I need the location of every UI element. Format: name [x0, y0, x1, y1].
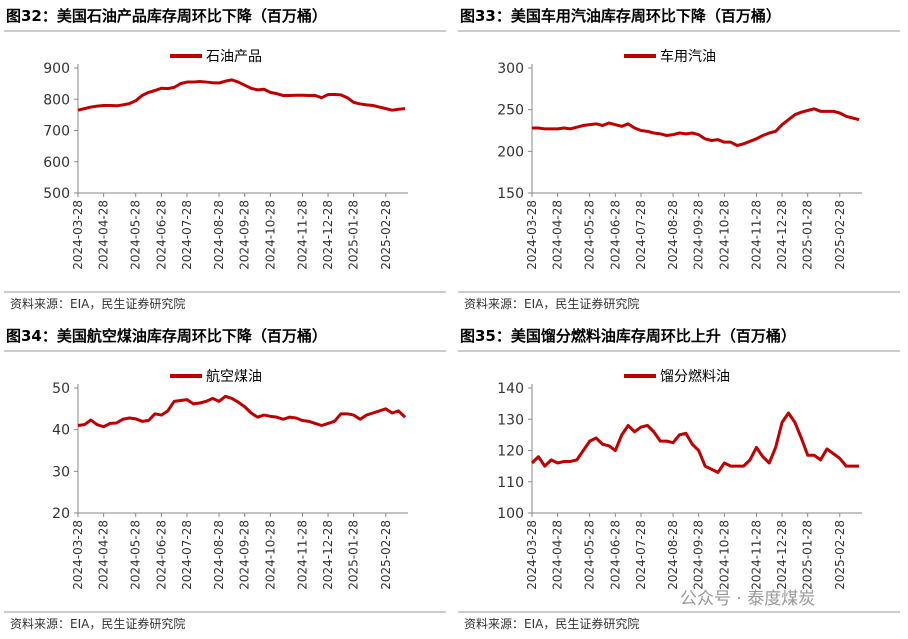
- source-note: 资料来源：EIA，民生证券研究院: [464, 296, 639, 311]
- y-tick-label: 600: [43, 155, 70, 171]
- x-tick-label: 2024-08-28: [666, 200, 680, 270]
- y-tick-label: 120: [497, 444, 524, 460]
- x-tick-label: 2025-02-28: [379, 520, 393, 590]
- x-tick-label: 2024-05-28: [129, 200, 143, 270]
- chart-panel: 图33：美国车用汽油库存周环比下降（百万桶） 资料来源：EIA，民生证券研究院 15…: [458, 7, 900, 311]
- x-tick-label: 2024-05-28: [583, 200, 597, 270]
- source-note: 资料来源：EIA，民生证券研究院: [464, 616, 639, 631]
- source-note: 资料来源：EIA，民生证券研究院: [10, 296, 185, 311]
- source-note: 资料来源：EIA，民生证券研究院: [10, 616, 185, 631]
- y-tick-label: 50: [52, 381, 70, 397]
- data-line: [532, 107, 860, 147]
- x-tick-label: 2024-03-28: [525, 520, 539, 590]
- y-tick-label: 800: [43, 92, 70, 108]
- x-tick-label: 2024-12-28: [775, 200, 789, 270]
- x-tick-label: 2024-09-28: [238, 200, 252, 270]
- x-tick-label: 2024-05-28: [129, 520, 143, 590]
- chart-title: 图34：美国航空煤油库存周环比下降（百万桶）: [6, 327, 327, 345]
- x-tick-label: 2024-08-28: [212, 200, 226, 270]
- x-tick-label: 2024-03-28: [71, 200, 85, 270]
- y-tick-label: 300: [497, 61, 524, 77]
- y-tick-label: 250: [497, 103, 524, 119]
- x-tick-label: 2025-02-28: [379, 200, 393, 270]
- x-tick-label: 2024-07-28: [634, 200, 648, 270]
- x-tick-label: 2024-10-28: [263, 520, 277, 590]
- x-tick-label: 2024-12-28: [321, 520, 335, 590]
- x-tick-label: 2024-12-28: [321, 200, 335, 270]
- x-tick-label: 2024-07-28: [180, 200, 194, 270]
- x-tick-label: 2025-01-28: [801, 200, 815, 270]
- y-tick-label: 140: [497, 381, 524, 397]
- x-tick-label: 2024-04-28: [551, 200, 565, 270]
- data-line: [77, 394, 407, 429]
- x-tick-label: 2025-01-28: [347, 200, 361, 270]
- x-tick-label: 2024-10-28: [717, 200, 731, 270]
- legend-label: 馏分燃料油: [660, 368, 730, 385]
- y-tick-label: 700: [43, 124, 70, 140]
- x-tick-label: 2024-06-28: [608, 200, 622, 270]
- legend-label: 石油产品: [206, 49, 262, 65]
- y-tick-label: 900: [43, 61, 70, 77]
- data-line: [530, 411, 859, 474]
- x-tick-label: 2024-05-28: [583, 520, 597, 590]
- y-tick-label: 40: [52, 423, 70, 439]
- y-tick-label: 500: [43, 186, 70, 202]
- data-line: [77, 78, 406, 112]
- chart-title: 图32：美国石油产品库存周环比下降（百万桶）: [6, 7, 327, 25]
- x-tick-label: 2024-11-28: [295, 200, 309, 270]
- x-tick-label: 2024-06-28: [608, 520, 622, 590]
- x-tick-label: 2024-11-28: [295, 520, 309, 590]
- x-tick-label: 2024-08-28: [212, 520, 226, 590]
- legend-label: 航空煤油: [206, 369, 262, 385]
- chart-panel: 图35：美国馏分燃料油库存周环比上升（百万桶） 资料来源：EIA，民生证券研究院 1…: [458, 327, 900, 631]
- x-tick-label: 2024-10-28: [717, 520, 731, 590]
- y-tick-label: 30: [52, 464, 70, 480]
- chart-title: 图35：美国馏分燃料油库存周环比上升（百万桶）: [460, 327, 796, 345]
- y-tick-label: 150: [497, 186, 524, 202]
- x-tick-label: 2024-04-28: [97, 200, 111, 270]
- x-tick-label: 2024-03-28: [71, 520, 85, 590]
- x-tick-label: 2024-06-28: [154, 520, 168, 590]
- y-tick-label: 20: [52, 506, 70, 522]
- x-tick-label: 2024-06-28: [154, 200, 168, 270]
- x-tick-label: 2024-07-28: [634, 520, 648, 590]
- x-tick-label: 2024-04-28: [551, 520, 565, 590]
- chart-panel: 图32：美国石油产品库存周环比下降（百万桶） 资料来源：EIA，民生证券研究院 50…: [4, 7, 446, 311]
- x-tick-label: 2024-09-28: [692, 200, 706, 270]
- x-tick-label: 2024-11-28: [749, 200, 763, 270]
- y-tick-label: 130: [497, 412, 524, 428]
- x-tick-label: 2024-09-28: [238, 520, 252, 590]
- x-tick-label: 2025-01-28: [801, 520, 815, 590]
- y-tick-label: 110: [497, 475, 524, 491]
- x-tick-label: 2024-09-28: [692, 520, 706, 590]
- legend-label: 车用汽油: [660, 48, 716, 65]
- y-tick-label: 100: [497, 506, 524, 522]
- chart-panel: 图34：美国航空煤油库存周环比下降（百万桶） 资料来源：EIA，民生证券研究院 20…: [4, 327, 446, 631]
- x-tick-label: 2025-01-28: [347, 520, 361, 590]
- watermark: 公众号 · 泰度煤炭: [680, 589, 815, 609]
- chart-title: 图33：美国车用汽油库存周环比下降（百万桶）: [460, 7, 781, 25]
- x-tick-label: 2024-12-28: [775, 520, 789, 590]
- x-tick-label: 2024-10-28: [263, 200, 277, 270]
- x-tick-label: 2024-11-28: [749, 520, 763, 590]
- x-tick-label: 2025-02-28: [833, 520, 847, 590]
- x-tick-label: 2024-08-28: [666, 520, 680, 590]
- y-tick-label: 200: [497, 144, 524, 160]
- x-tick-label: 2024-04-28: [97, 520, 111, 590]
- x-tick-label: 2024-07-28: [180, 520, 194, 590]
- x-tick-label: 2025-02-28: [833, 200, 847, 270]
- x-tick-label: 2024-03-28: [525, 200, 539, 270]
